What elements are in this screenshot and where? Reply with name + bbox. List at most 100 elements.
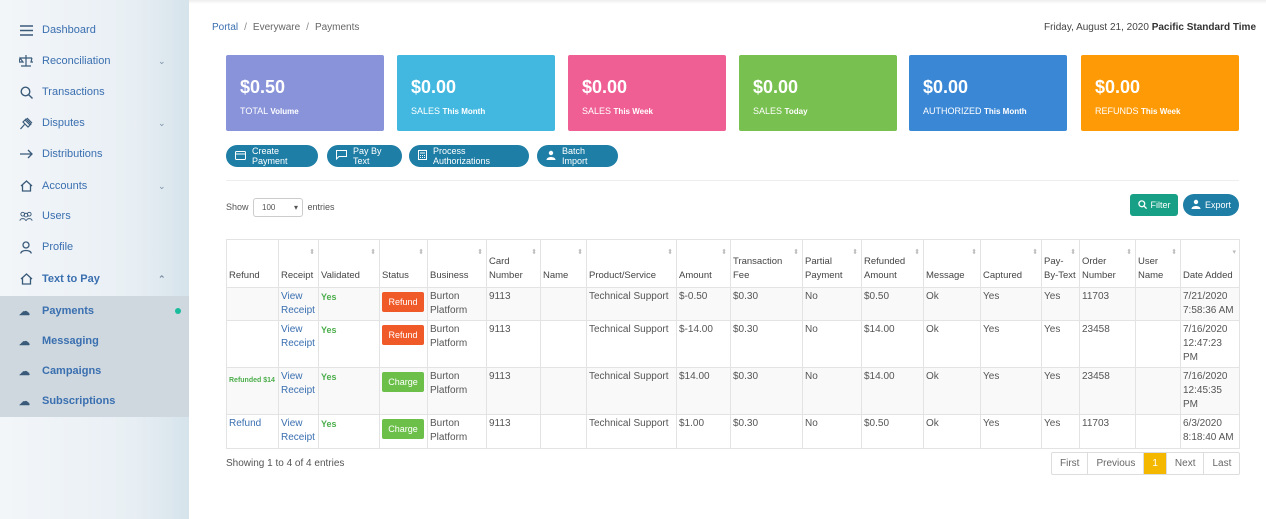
sidebar-item-users[interactable]: Users (0, 201, 189, 231)
sort-icon: ⬍ (667, 249, 673, 256)
sidebar-subitem-label: Campaigns (42, 365, 102, 377)
cell-partial: No (802, 367, 862, 415)
filter-button[interactable]: Filter (1130, 194, 1178, 216)
pagination-page-1[interactable]: 1 (1143, 453, 1166, 474)
pay-by-text-button[interactable]: Pay By Text (327, 145, 402, 167)
col-header-date-added[interactable]: Date Added ▾ (1180, 239, 1240, 288)
col-header-product[interactable]: Product/Service ⬍ (586, 239, 677, 288)
refund-button[interactable]: Refund (382, 325, 424, 345)
card-sales-month: $0.00 SALES This Month (397, 55, 555, 131)
breadcrumb-everyware[interactable]: Everyware (252, 22, 301, 33)
cloud-icon: ☁ (19, 395, 30, 408)
cloud-icon: ☁ (19, 335, 30, 348)
cell-amount: $-0.50 (676, 287, 731, 321)
cell-refund: Refund (226, 414, 279, 449)
cell-refunded: $0.50 (861, 287, 924, 321)
date-text: Friday, August 21, 2020 (1044, 22, 1149, 33)
process-authorizations-button[interactable]: Process Authorizations (409, 145, 529, 167)
sidebar-item-dashboard[interactable]: Dashboard (0, 15, 189, 45)
table-row: Refunded $14 View Receipt Yes Charge Bur… (226, 367, 1240, 415)
sidebar-subitem-label: Messaging (42, 335, 99, 347)
sidebar-item-reconciliation[interactable]: Reconciliation ⌄ (0, 46, 189, 76)
cell-name (540, 320, 587, 368)
message-icon (336, 150, 347, 162)
card-sales-week: $0.00 SALES This Week (568, 55, 726, 131)
sidebar-item-label: Reconciliation (42, 55, 111, 67)
cell-pay-by-text: Yes (1041, 367, 1080, 415)
charge-badge[interactable]: Charge (382, 372, 424, 392)
col-header-user-name[interactable]: User Name ⬍ (1135, 239, 1181, 288)
sidebar-item-transactions[interactable]: Transactions (0, 77, 189, 107)
sidebar-subitem-label: Subscriptions (42, 395, 116, 407)
sidebar-subitem-payments[interactable]: ☁ Payments (0, 296, 189, 326)
col-header-order-number[interactable]: Order Number ⬍ (1079, 239, 1136, 288)
col-header-fee[interactable]: Transaction Fee ⬍ (730, 239, 803, 288)
chevron-down-icon: ▾ (294, 203, 299, 212)
cell-status: Refund (379, 287, 428, 321)
breadcrumb-portal[interactable]: Portal (212, 22, 239, 33)
cell-product: Technical Support (586, 287, 677, 321)
col-header-validated[interactable]: Validated ⬍ (318, 239, 380, 288)
view-receipt-link[interactable]: View Receipt (281, 418, 315, 443)
export-button[interactable]: Export (1183, 194, 1239, 216)
sidebar-subitem-messaging[interactable]: ☁ Messaging (0, 326, 189, 356)
payments-table: Refund Receipt ⬍ Validated ⬍ Status ⬍ Busin… (226, 239, 1240, 449)
cell-captured: Yes (980, 414, 1042, 449)
refund-link[interactable]: Refund (229, 418, 262, 429)
cell-receipt: View Receipt (278, 414, 319, 449)
view-receipt-link[interactable]: View Receipt (281, 291, 315, 316)
col-header-business[interactable]: Business ⬍ (427, 239, 487, 288)
users-icon (19, 209, 33, 223)
cell-message: Ok (923, 367, 981, 415)
col-header-refund[interactable]: Refund (226, 239, 279, 288)
entries-select[interactable]: 100 ▾ (253, 198, 304, 217)
view-receipt-link[interactable]: View Receipt (281, 371, 315, 396)
card-sales-today: $0.00 SALES Today (739, 55, 897, 131)
create-payment-button[interactable]: Create Payment (226, 145, 318, 167)
card-refunds-week: $0.00 REFUNDS This Week (1081, 55, 1239, 131)
cell-product: Technical Support (586, 414, 677, 449)
sidebar-item-accounts[interactable]: Accounts ⌄ (0, 171, 189, 201)
cell-fee: $0.30 (730, 320, 803, 368)
batch-import-button[interactable]: Batch Import (537, 145, 618, 167)
sort-icon: ⬍ (577, 249, 583, 256)
cell-pay-by-text: Yes (1041, 414, 1080, 449)
sidebar-item-label: Dashboard (42, 24, 96, 36)
pagination-next[interactable]: Next (1165, 453, 1204, 474)
col-header-card-number[interactable]: Card Number ⬍ (486, 239, 541, 288)
view-receipt-link[interactable]: View Receipt (281, 324, 315, 349)
pagination-first[interactable]: First (1060, 458, 1080, 469)
sidebar-subitem-campaigns[interactable]: ☁ Campaigns (0, 356, 189, 386)
pagination-last[interactable]: Last (1203, 453, 1239, 474)
home-icon (19, 272, 33, 286)
sidebar-subitem-subscriptions[interactable]: ☁ Subscriptions (0, 386, 189, 416)
col-header-amount[interactable]: Amount ⬍ (676, 239, 731, 288)
col-header-partial[interactable]: Partial Payment ⬍ (802, 239, 862, 288)
cell-card: 9113 (486, 367, 541, 415)
sort-icon: ⬍ (852, 249, 858, 256)
sidebar-item-text-to-pay[interactable]: Text to Pay ⌃ (0, 264, 189, 294)
refund-button[interactable]: Refund (382, 292, 424, 312)
sidebar-item-label: Distributions (42, 148, 103, 160)
cell-validated: Yes (318, 414, 380, 449)
col-header-captured[interactable]: Captured ⬍ (980, 239, 1042, 288)
pagination-previous[interactable]: Previous (1087, 453, 1143, 474)
col-header-name[interactable]: Name ⬍ (540, 239, 587, 288)
sidebar-item-distributions[interactable]: Distributions (0, 139, 189, 169)
sidebar-item-profile[interactable]: Profile (0, 232, 189, 262)
cell-business: Burton Platform (427, 367, 487, 415)
cell-message: Ok (923, 320, 981, 368)
col-header-refunded-amount[interactable]: Refunded Amount ⬍ (861, 239, 924, 288)
col-header-pay-by-text[interactable]: Pay-By-Text ⬍ (1041, 239, 1080, 288)
charge-badge[interactable]: Charge (382, 419, 424, 439)
col-header-status[interactable]: Status ⬍ (379, 239, 428, 288)
home-icon (19, 179, 33, 193)
cell-refunded: $14.00 (861, 367, 924, 415)
sidebar-item-disputes[interactable]: Disputes ⌄ (0, 108, 189, 138)
cloud-icon: ☁ (19, 365, 30, 378)
table-header-row: Refund Receipt ⬍ Validated ⬍ Status ⬍ Busin… (226, 239, 1240, 288)
col-header-receipt[interactable]: Receipt ⬍ (278, 239, 319, 288)
text-to-pay-submenu: ☁ Payments ☁ Messaging ☁ Campaigns ☁ Sub… (0, 296, 189, 417)
sort-icon: ⬍ (1126, 249, 1132, 256)
col-header-message[interactable]: Message ⬍ (923, 239, 981, 288)
